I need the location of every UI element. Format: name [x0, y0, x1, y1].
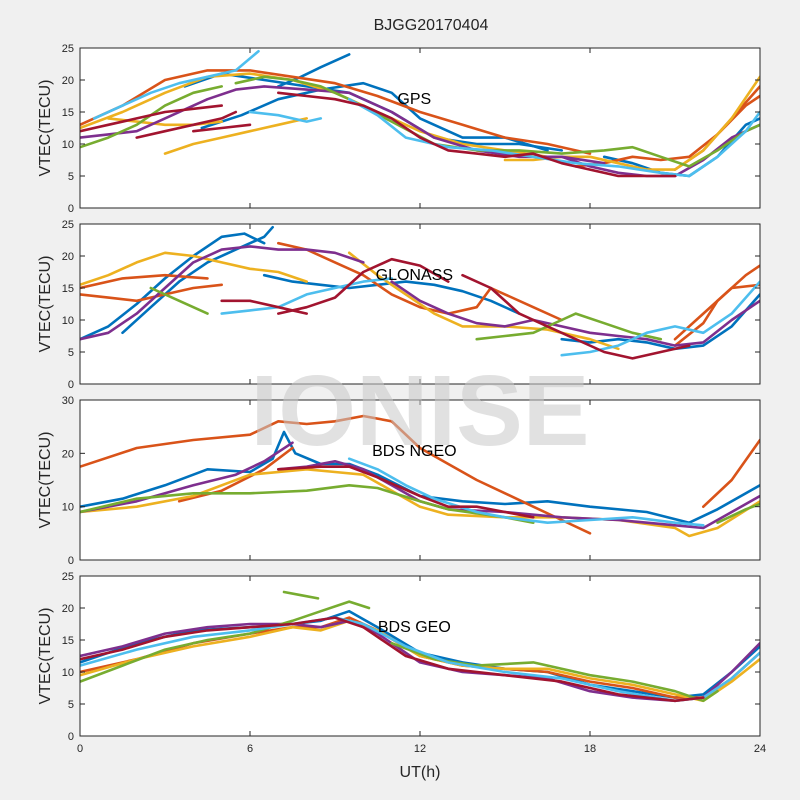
y-tick-label: 15: [62, 283, 74, 295]
series-line-9: [163, 117, 308, 155]
series-line-19: [80, 104, 223, 133]
y-tick-label: 30: [62, 395, 74, 407]
y-tick-label: 0: [68, 731, 74, 743]
y-tick-label: 20: [62, 75, 74, 87]
series-line-22: [277, 91, 677, 178]
y-axis-label: VTEC(TECU): [37, 80, 54, 177]
y-tick-label: 0: [68, 203, 74, 215]
series-line-17: [560, 280, 760, 357]
subplots: 0 5 10 15 20 25 VTEC(TECU) GPS 0 5 10 15 20 25 VTEC(TE…: [37, 43, 766, 755]
x-tick-label: 0: [77, 743, 83, 755]
y-axis-label: VTEC(TECU): [37, 432, 54, 529]
series-line-2: [80, 414, 592, 535]
figure-title: BJGG20170404: [374, 17, 489, 34]
y-tick-label: 25: [62, 219, 74, 231]
series-line-20: [135, 110, 238, 139]
series-line-12: [80, 245, 365, 341]
panel-annotation: GPS: [397, 91, 431, 108]
panel-annotation: BDS GEO: [378, 619, 451, 636]
y-tick-label: 10: [62, 139, 74, 151]
series-line-6: [80, 441, 294, 514]
series-line-12: [80, 85, 606, 165]
series-line-7: [277, 241, 563, 322]
series-line-6: [80, 283, 223, 303]
series-line-8: [80, 484, 535, 524]
series-line-15: [234, 75, 760, 168]
y-tick-label: 5: [68, 347, 74, 359]
y-tick-label: 10: [62, 315, 74, 327]
series-line-18: [277, 257, 450, 315]
series-line-10: [347, 457, 705, 527]
series-line-9: [673, 283, 760, 341]
series-line-11: [347, 251, 620, 351]
series-group: [80, 590, 760, 703]
y-tick-label: 20: [62, 448, 74, 460]
y-tick-label: 0: [68, 379, 74, 391]
y-tick-label: 20: [62, 251, 74, 263]
subplot-3: 0 10 20 30 VTEC(TECU) BDS NGEO: [37, 395, 761, 567]
y-tick-label: 25: [62, 43, 74, 55]
series-group: [80, 225, 760, 360]
y-tick-label: 25: [62, 571, 74, 583]
series-line-3: [177, 446, 294, 503]
series-group: [80, 414, 760, 538]
series-line-11: [277, 465, 535, 519]
y-tick-label: 15: [62, 107, 74, 119]
series-line-3: [262, 273, 521, 315]
series-line-21: [192, 123, 252, 133]
series-line-16: [220, 277, 393, 315]
series-line-20: [461, 273, 691, 360]
y-tick-label: 15: [62, 635, 74, 647]
y-tick-label: 10: [62, 502, 74, 514]
x-tick-label: 24: [754, 743, 766, 755]
series-group: [80, 49, 760, 178]
x-axis-label: UT(h): [400, 764, 441, 781]
series-line-5: [80, 468, 760, 538]
y-axis-label: VTEC(TECU): [37, 608, 54, 705]
series-line-9: [716, 502, 760, 524]
series-line-7: [282, 590, 320, 600]
panel-annotation: BDS NGEO: [372, 443, 456, 460]
series-line-14: [149, 286, 209, 315]
plot-area: [80, 400, 760, 560]
series-line-1: [80, 232, 266, 341]
x-tick-label: 6: [247, 743, 253, 755]
y-tick-label: 5: [68, 171, 74, 183]
y-tick-label: 10: [62, 667, 74, 679]
series-line-2: [200, 81, 549, 152]
series-line-5: [80, 69, 592, 155]
y-axis-label: VTEC(TECU): [37, 256, 54, 353]
series-line-19: [220, 299, 308, 315]
watermark-text: IONISE: [251, 355, 590, 467]
panel-annotation: GLONASS: [376, 267, 453, 284]
series-line-5: [80, 600, 371, 683]
x-tick-label: 12: [414, 743, 426, 755]
series-line-8: [80, 72, 549, 159]
subplot-2: 0 5 10 15 20 25 VTEC(TECU) GLONASS: [37, 219, 761, 391]
series-line-18: [347, 97, 760, 178]
subplot-4: 0 5 10 15 20 25 0 6 12 18 24 VTEC(TECU) BDS GEO: [37, 571, 766, 755]
series-line-17: [248, 110, 323, 123]
series-line-13: [390, 280, 760, 347]
series-line-5: [80, 273, 209, 290]
series-line-16: [92, 49, 260, 120]
x-tick-label: 18: [584, 743, 596, 755]
subplot-1: 0 5 10 15 20 25 VTEC(TECU) GPS: [37, 43, 761, 215]
y-tick-label: 5: [68, 699, 74, 711]
series-line-2: [121, 225, 274, 335]
series-line-9: [80, 616, 705, 703]
series-line-4: [702, 438, 760, 508]
series-line-15: [475, 312, 663, 341]
series-line-10: [80, 251, 308, 287]
y-tick-label: 0: [68, 555, 74, 567]
y-tick-label: 20: [62, 603, 74, 615]
